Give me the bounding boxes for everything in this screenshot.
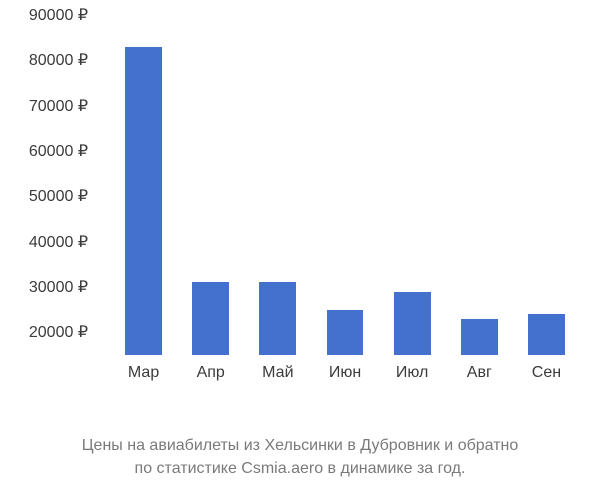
y-tick-label: 60000 ₽	[29, 141, 88, 161]
bar	[394, 292, 431, 355]
bars-group	[110, 15, 580, 355]
x-tick-label: Мар	[128, 364, 159, 382]
bar	[259, 282, 296, 355]
x-tick-label: Авг	[467, 364, 492, 382]
x-tick-label: Сен	[532, 364, 561, 382]
y-tick-label: 50000 ₽	[29, 186, 88, 206]
x-tick-label: Май	[262, 364, 293, 382]
x-axis: Мар Апр Май Июн Июл Авг Сен	[110, 360, 580, 390]
bar	[528, 314, 565, 355]
y-tick-label: 90000 ₽	[29, 5, 88, 25]
bar	[327, 310, 364, 355]
bar-chart	[110, 15, 580, 385]
bar	[192, 282, 229, 355]
y-axis: 20000 ₽ 30000 ₽ 40000 ₽ 50000 ₽ 60000 ₽ 70000…	[0, 15, 100, 355]
caption-line-2: по статистике Csmia.aero в динамике за г…	[10, 458, 590, 480]
y-tick-label: 70000 ₽	[29, 96, 88, 116]
y-tick-label: 20000 ₽	[29, 322, 88, 342]
plot-area	[110, 15, 580, 355]
caption-line-1: Цены на авиабилеты из Хельсинки в Дубров…	[10, 435, 590, 457]
bar	[461, 319, 498, 355]
x-tick-label: Июл	[396, 364, 428, 382]
y-tick-label: 80000 ₽	[29, 50, 88, 70]
x-tick-label: Июн	[329, 364, 361, 382]
x-tick-label: Апр	[197, 364, 225, 382]
chart-caption: Цены на авиабилеты из Хельсинки в Дубров…	[0, 435, 600, 480]
y-tick-label: 30000 ₽	[29, 277, 88, 297]
bar	[125, 47, 162, 355]
y-tick-label: 40000 ₽	[29, 232, 88, 252]
